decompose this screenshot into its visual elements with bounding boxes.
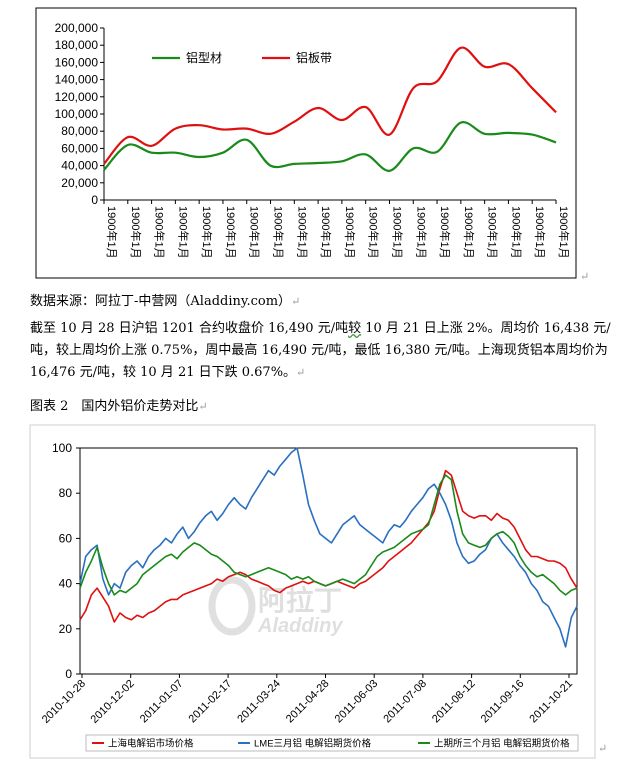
y-tick-label: 20,000 (61, 176, 98, 190)
chart-1-lines (103, 46, 557, 172)
x-tick-label: 1900年1月 (176, 206, 190, 259)
y-tick-label: 80,000 (61, 124, 98, 138)
return-mark: ↵ (598, 742, 608, 755)
paragraph-part-1: 截至 10 月 28 日沪铝 1201 合约收盘价 16,490 元/吨 (30, 321, 349, 336)
x-tick-label: 1900年1月 (129, 206, 143, 259)
paragraph-part-3: 10 月 21 日上涨 2%。周均价 16,438 元/吨，较上周均价上涨 0.… (30, 321, 611, 380)
x-tick-label: 1900年1月 (272, 206, 286, 259)
chart-2-y-axis: 0 20 40 60 80 100 (52, 441, 80, 681)
y-tick-label: 100 (52, 441, 72, 455)
x-tick-label: 1900年1月 (367, 206, 381, 259)
x-tick-label: 1900年1月 (295, 206, 309, 259)
chart-2-plot-area (79, 447, 578, 675)
x-tick-label: 1900年1月 (509, 206, 523, 259)
chart-2-lines (79, 447, 578, 648)
figure-caption: 图表 2 国内外铝价走势对比↵ (30, 395, 208, 414)
x-tick-label: 1900年1月 (343, 206, 357, 259)
legend-label: LME三月铝 电解铝期货价格 (254, 738, 372, 750)
watermark-en: Aladdiny (257, 615, 343, 637)
legend-label: 上海电解铝市场价格 (108, 738, 194, 750)
legend-label: 铝型材 (186, 50, 222, 65)
series-line-铝板带 (103, 46, 557, 165)
x-tick-label: 1900年1月 (105, 206, 119, 259)
data-source-text: 数据来源：阿拉丁-中营网（Aladdiny.com） (30, 294, 292, 309)
return-mark: ↵ (296, 366, 306, 379)
chart-1-y-axis: 0 20,000 40,000 60,000 80,000 100,000 120,000 1… (55, 21, 105, 207)
y-tick-label: 60,000 (61, 141, 98, 155)
x-tick-label: 1900年1月 (319, 206, 333, 259)
y-tick-label: 80 (59, 486, 73, 500)
y-tick-label: 0 (91, 193, 98, 207)
price-summary-paragraph: 截至 10 月 28 日沪铝 1201 合约收盘价 16,490 元/吨较 10… (30, 318, 612, 384)
x-tick-label: 1900年1月 (414, 206, 428, 259)
return-mark: ↵ (580, 270, 590, 283)
y-tick-label: 40,000 (61, 159, 98, 173)
return-mark: ↵ (291, 295, 301, 308)
y-tick-label: 100,000 (55, 107, 99, 121)
legend-label: 上期所三个月铝 电解铝期货价格 (434, 738, 570, 750)
chart-1-legend: 铝型材 铝板带 (152, 50, 332, 65)
series-line-铝型材 (103, 121, 557, 172)
y-tick-label: 0 (65, 667, 72, 681)
y-tick-label: 140,000 (55, 73, 99, 87)
chart-1: 0 20,000 40,000 60,000 80,000 100,000 120,000 1… (35, 7, 577, 279)
y-tick-label: 200,000 (55, 21, 99, 35)
y-tick-label: 160,000 (55, 55, 99, 69)
data-source-line: 数据来源：阿拉丁-中营网（Aladdiny.com）↵ (30, 290, 300, 309)
x-tick-label: 1900年1月 (557, 206, 571, 259)
x-tick-label: 1900年1月 (153, 206, 167, 259)
figure-caption-text: 图表 2 国内外铝价走势对比 (30, 399, 199, 414)
y-tick-label: 120,000 (55, 90, 99, 104)
chart-1-frame (35, 7, 577, 279)
x-tick-label: 1900年1月 (248, 206, 262, 259)
series-line-上期所三个月铝 电解铝期货价格 (79, 474, 578, 596)
x-tick-label: 1900年1月 (200, 206, 214, 259)
y-tick-label: 180,000 (55, 38, 99, 52)
chart-2-legend-box (85, 734, 579, 752)
y-tick-label: 20 (59, 622, 73, 636)
legend-label: 铝板带 (296, 50, 332, 65)
return-mark: ↵ (198, 400, 208, 413)
chart-2-legend: 上海电解铝市场价格 LME三月铝 电解铝期货价格 上期所三个月铝 电解铝期货价格 (92, 738, 570, 750)
x-tick-label: 1900年1月 (486, 206, 500, 259)
x-tick-label: 1900年1月 (462, 206, 476, 259)
paragraph-part-2: 较 (348, 321, 362, 336)
y-tick-label: 40 (59, 577, 73, 591)
y-tick-label: 60 (59, 531, 73, 545)
chart-1-x-axis: 1900年1月 1900年1月 1900年1月 1900年1月 1900年1月 1900年… (103, 199, 571, 259)
x-tick-label: 1900年1月 (533, 206, 547, 259)
x-tick-label: 1900年1月 (438, 206, 452, 259)
watermark-cn: 阿拉丁 (258, 584, 342, 616)
x-tick-label: 1900年1月 (224, 206, 238, 259)
x-tick-label: 1900年1月 (390, 206, 404, 259)
